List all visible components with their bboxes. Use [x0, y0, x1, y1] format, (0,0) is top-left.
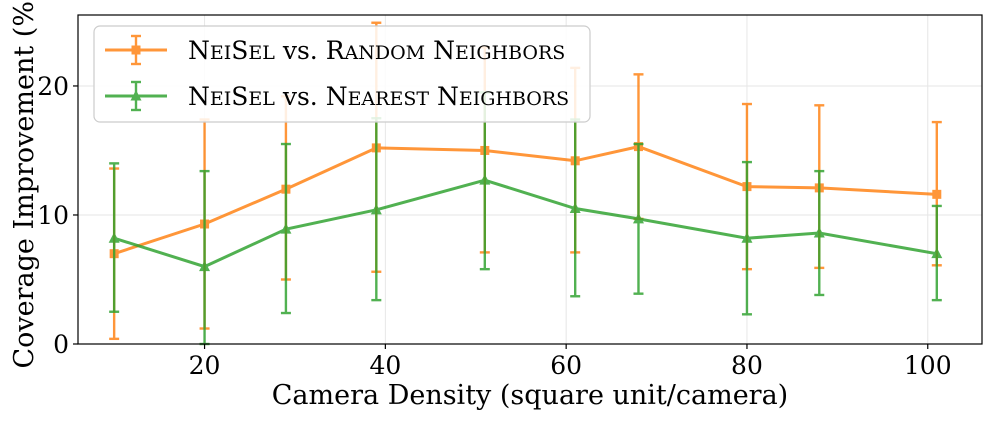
plot-frame: [77, 14, 983, 345]
x-tick-label: 60: [550, 351, 582, 380]
x-tick-label: 80: [731, 351, 763, 380]
data-point: [199, 260, 211, 272]
legend-marker: [131, 45, 141, 55]
data-point: [370, 203, 382, 215]
legend: NEISEL vs. RANDOM NEIGHBORS NEISEL vs. NE…: [93, 25, 591, 123]
legend-entry-nearest: [105, 80, 167, 112]
legend-label: NEISEL vs. RANDOM NEIGHBORS: [188, 36, 565, 65]
data-point: [932, 189, 942, 199]
x-tick-label: 40: [369, 351, 401, 380]
y-tick-label: 0: [53, 330, 69, 359]
legend-entry-random: [105, 34, 167, 66]
data-point: [280, 223, 292, 234]
legend-marker: [130, 90, 142, 101]
x-axis-label: Camera Density (square unit/camera): [272, 380, 788, 411]
data-point: [569, 202, 581, 214]
data-point: [931, 247, 943, 259]
data-point: [813, 227, 825, 238]
series-nearest: [108, 91, 943, 346]
y-axis-label: Coverage Improvement (%): [9, 0, 40, 369]
series-line: [113, 145, 937, 256]
legend-label: NEISEL vs. NEAREST NEIGHBORS: [188, 82, 569, 111]
series-line: [113, 178, 938, 269]
x-tick-label: 20: [189, 351, 221, 380]
y-tick-label: 20: [37, 72, 69, 101]
data-point: [741, 232, 753, 243]
x-tick-label: 100: [904, 351, 952, 380]
y-tick-label: 10: [37, 201, 69, 230]
data-point: [632, 212, 644, 224]
data-point: [108, 232, 120, 243]
legend-box: [93, 25, 591, 123]
ticks: 20 40 60 80 100 0 10 20: [37, 72, 951, 380]
data-point: [479, 174, 491, 185]
